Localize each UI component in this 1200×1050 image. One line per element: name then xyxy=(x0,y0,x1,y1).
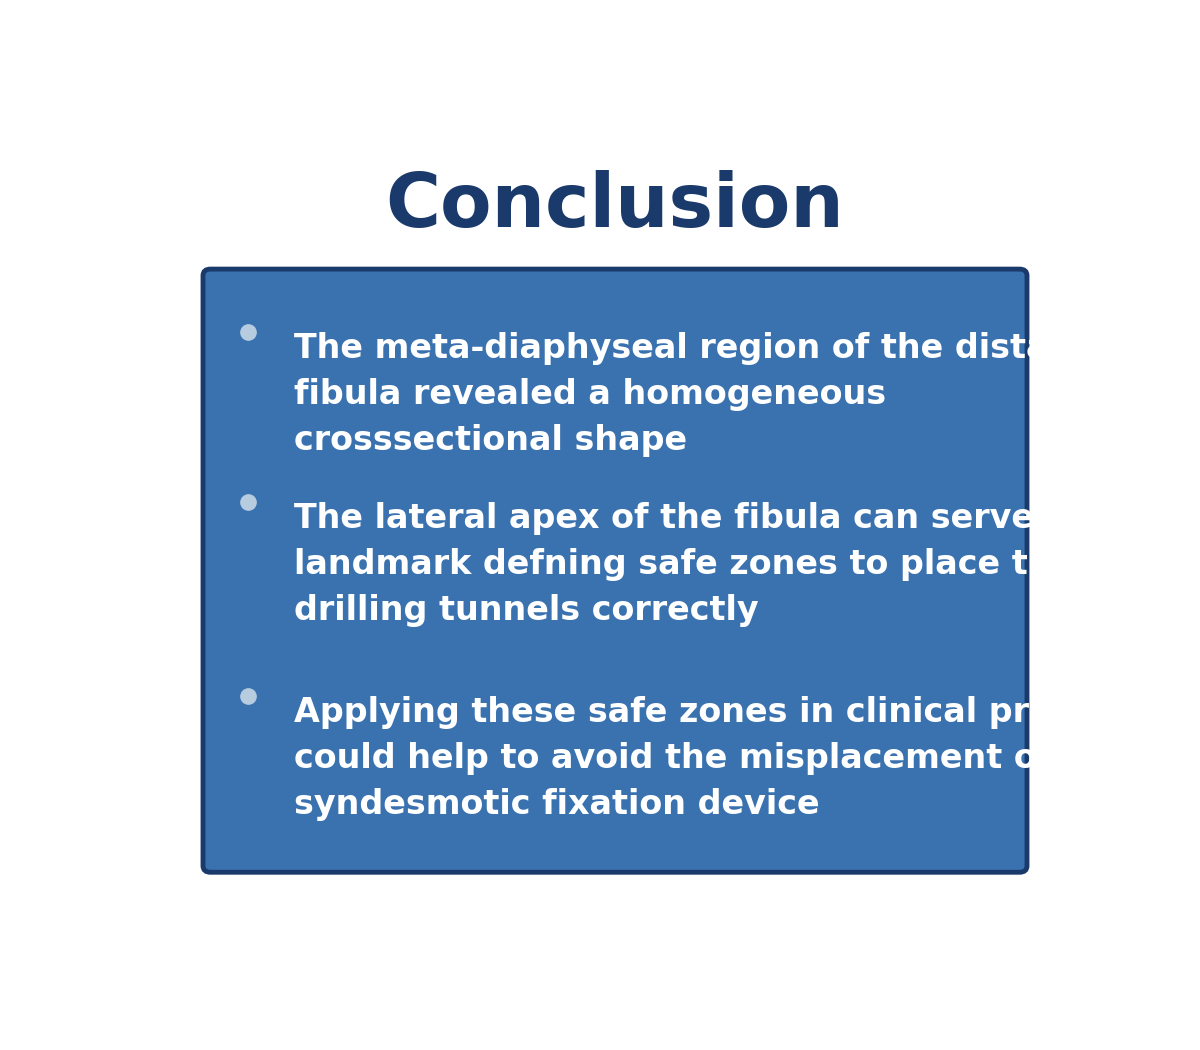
FancyBboxPatch shape xyxy=(203,269,1027,873)
Text: The lateral apex of the fibula can serve as a
landmark defning safe zones to pla: The lateral apex of the fibula can serve… xyxy=(294,502,1122,627)
Text: The meta-diaphyseal region of the distal
fibula revealed a homogeneous
crosssect: The meta-diaphyseal region of the distal… xyxy=(294,332,1060,457)
Text: Applying these safe zones in clinical practice
could help to avoid the misplacem: Applying these safe zones in clinical pr… xyxy=(294,696,1141,821)
Text: Conclusion: Conclusion xyxy=(385,170,845,244)
